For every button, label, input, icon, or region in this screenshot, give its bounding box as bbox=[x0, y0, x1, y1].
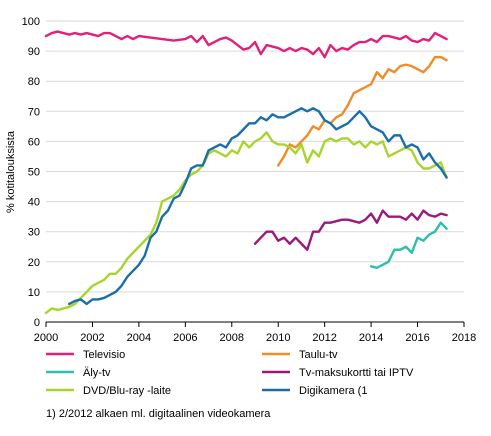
y-axis-title: % kotitalouksista bbox=[5, 130, 17, 213]
x-tick-label: 2010 bbox=[266, 332, 290, 344]
x-tick-label: 2014 bbox=[359, 332, 383, 344]
y-tick-label: 60 bbox=[28, 136, 40, 148]
legend-label-3: Tv-maksukortti tai IPTV bbox=[299, 367, 414, 379]
series-line-4 bbox=[44, 131, 448, 315]
legend-label-5: Digikamera (1 bbox=[299, 385, 367, 397]
x-tick-label: 2016 bbox=[405, 332, 429, 344]
series-line-1 bbox=[277, 55, 448, 167]
y-tick-label: 30 bbox=[28, 227, 40, 239]
y-tick-label: 50 bbox=[28, 167, 40, 179]
legend-label-2: Äly-tv bbox=[83, 367, 111, 379]
axes: 0 10 20 30 40 50 60 70 80 90 100 2000 2002 2004 2006 20… bbox=[22, 16, 477, 344]
x-tick-label: 2018 bbox=[452, 332, 476, 344]
y-tick-label: 40 bbox=[28, 197, 40, 209]
x-tick-label: 2008 bbox=[220, 332, 244, 344]
gridlines bbox=[46, 20, 464, 293]
x-tick-label: 2004 bbox=[127, 332, 151, 344]
series-line-3 bbox=[253, 209, 448, 251]
legend-label-4: DVD/Blu-ray -laite bbox=[83, 385, 171, 397]
y-tick-label: 20 bbox=[28, 257, 40, 269]
series-lines bbox=[44, 30, 448, 315]
footnote: 1) 2/2012 alkaen ml. digitaalinen videok… bbox=[46, 408, 271, 420]
y-tick-label: 70 bbox=[28, 106, 40, 118]
y-tick-label: 90 bbox=[28, 46, 40, 58]
y-tick-label: 10 bbox=[28, 287, 40, 299]
x-tick-label: 2000 bbox=[34, 332, 58, 344]
series-line-2 bbox=[369, 221, 448, 270]
x-tick-label: 2012 bbox=[312, 332, 336, 344]
y-tick-label: 100 bbox=[22, 16, 40, 28]
series-line-5 bbox=[68, 107, 448, 306]
legend: Televisio Taulu-tv Äly-tv Tv-maksukortti ta… bbox=[46, 349, 414, 397]
y-tick-label: 0 bbox=[34, 317, 40, 329]
y-tick-label: 80 bbox=[28, 76, 40, 88]
legend-label-1: Taulu-tv bbox=[299, 349, 338, 361]
x-tick-label: 2006 bbox=[173, 332, 197, 344]
legend-label-0: Televisio bbox=[83, 349, 125, 361]
series-line-0 bbox=[44, 30, 448, 59]
x-tick-label: 2002 bbox=[80, 332, 104, 344]
